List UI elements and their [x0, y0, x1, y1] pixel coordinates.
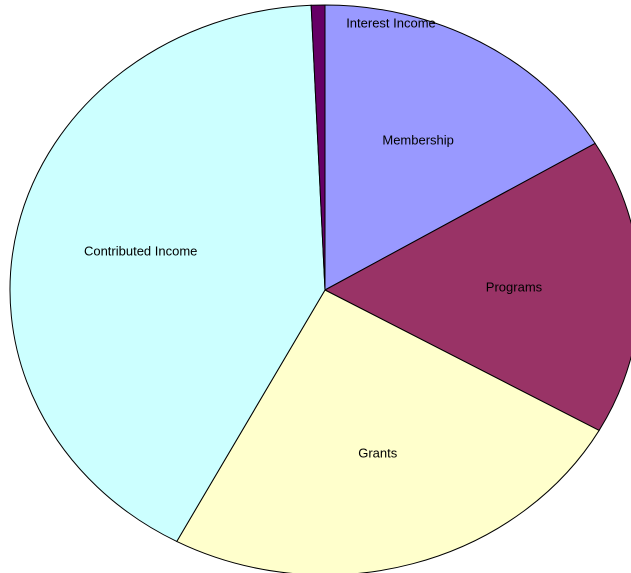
pie-slice: [9, 4, 326, 543]
pie-slice: [310, 4, 326, 291]
pie-slice: [323, 142, 631, 432]
pie-slice: [324, 4, 596, 291]
pie-slice: [176, 289, 600, 573]
slice-label: Membership: [382, 133, 454, 148]
slice-label: Contributed Income: [84, 244, 197, 259]
slice-label: Programs: [486, 279, 543, 294]
slice-label: Interest Income: [346, 15, 436, 30]
slice-label: Grants: [358, 446, 398, 461]
